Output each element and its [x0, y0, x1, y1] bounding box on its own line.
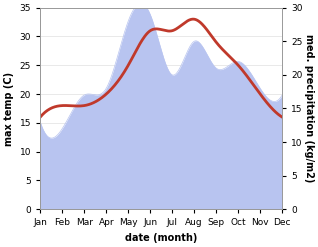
- Y-axis label: med. precipitation (kg/m2): med. precipitation (kg/m2): [304, 34, 314, 183]
- X-axis label: date (month): date (month): [125, 233, 197, 243]
- Y-axis label: max temp (C): max temp (C): [4, 71, 14, 145]
